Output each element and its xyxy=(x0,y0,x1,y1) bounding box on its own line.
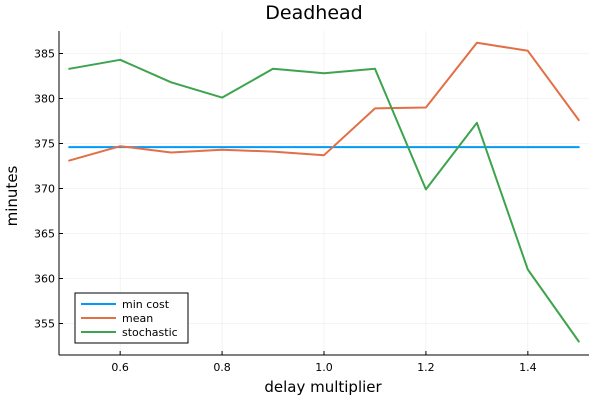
legend-label-stochastic: stochastic xyxy=(122,326,178,339)
series-lines xyxy=(68,41,580,343)
y-axis-label: minutes xyxy=(3,165,21,226)
x-tick-label: 1.2 xyxy=(417,361,435,374)
y-tick-label: 375 xyxy=(34,138,55,151)
series-line-mean xyxy=(68,41,580,162)
y-tick-label: 385 xyxy=(34,48,55,61)
y-tick-label: 365 xyxy=(34,228,55,241)
x-tick-label: 1.0 xyxy=(315,361,333,374)
y-tick-label: 360 xyxy=(34,273,55,286)
x-tick-label: 0.8 xyxy=(213,361,231,374)
y-tick-label: 370 xyxy=(34,183,55,196)
y-tick-label: 380 xyxy=(34,93,55,106)
x-axis-label: delay multiplier xyxy=(264,378,382,396)
y-axis-ticks: 355 360 365 370 375 380 385 xyxy=(34,48,63,331)
legend-label-mean: mean xyxy=(122,312,153,325)
y-tick-label: 355 xyxy=(34,318,55,331)
legend-label-min-cost: min cost xyxy=(122,298,170,311)
x-tick-label: 1.4 xyxy=(519,361,537,374)
chart-title: Deadhead xyxy=(265,2,362,24)
x-axis-ticks: 0.6 0.8 1.0 1.2 1.4 xyxy=(111,351,537,374)
series-line-stochastic xyxy=(68,58,580,343)
x-tick-label: 0.6 xyxy=(111,361,129,374)
